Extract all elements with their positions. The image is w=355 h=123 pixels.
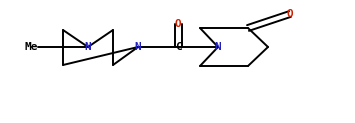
Text: N: N xyxy=(84,42,91,52)
Text: N: N xyxy=(135,42,141,52)
Text: N: N xyxy=(215,42,222,52)
Text: Me: Me xyxy=(24,42,38,52)
Text: C: C xyxy=(175,42,181,52)
Text: O: O xyxy=(286,9,293,19)
Text: O: O xyxy=(175,19,181,29)
